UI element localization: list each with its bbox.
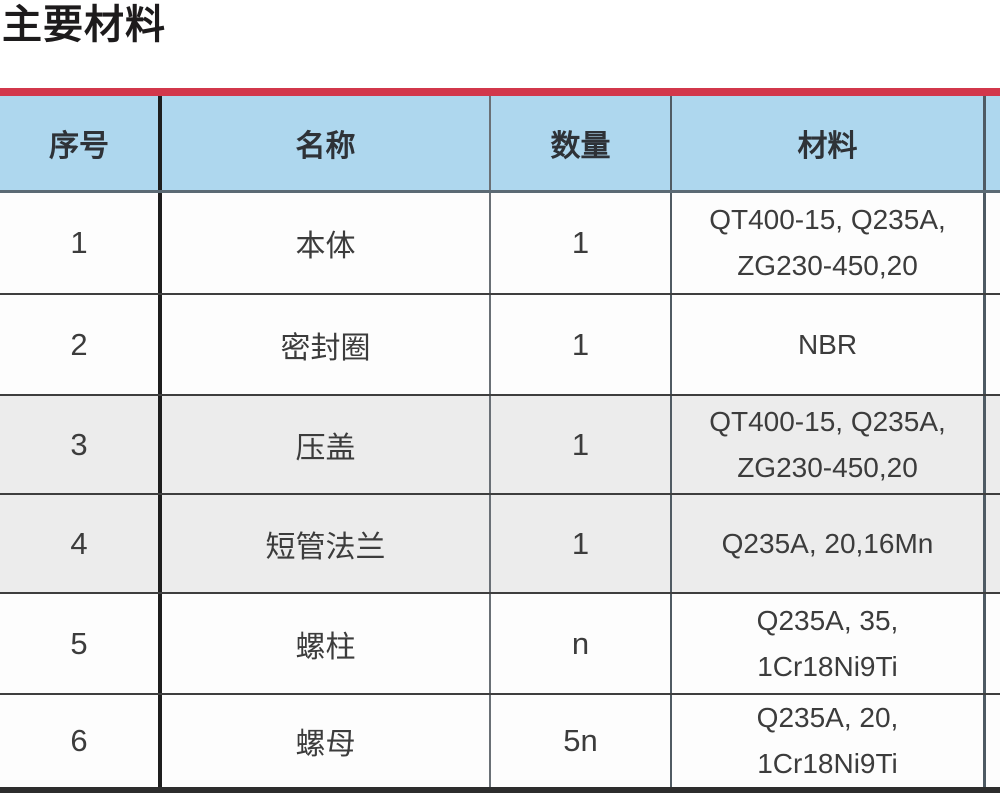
table-row: 3 压盖 1 QT400-15, Q235A, ZG230-450,20 [0,396,1000,495]
cell-material: Q235A, 20, 1Cr18Ni9Ti [672,695,986,787]
cell-name: 压盖 [162,396,491,493]
page-title: 主要材料 [2,3,166,47]
cell-qty: 1 [491,495,672,592]
cell-material: NBR [672,295,986,394]
table-row: 6 螺母 5n Q235A, 20, 1Cr18Ni9Ti [0,695,1000,793]
cropped-column-sliver [986,396,1000,493]
cell-name: 螺柱 [162,594,491,693]
cell-no: 3 [0,396,162,493]
cell-name: 密封圈 [162,295,491,394]
column-header-no: 序号 [0,96,162,190]
cropped-column-sliver [986,695,1000,787]
cropped-column-sliver [986,193,1000,293]
cropped-column-sliver [986,295,1000,394]
table-row: 4 短管法兰 1 Q235A, 20,16Mn [0,495,1000,594]
cell-no: 1 [0,193,162,293]
title-section: 主要材料 [0,0,1000,88]
column-header-qty: 数量 [491,96,672,190]
cell-no: 6 [0,695,162,787]
cell-no: 5 [0,594,162,693]
cell-qty: 1 [491,193,672,293]
cell-no: 2 [0,295,162,394]
cell-qty: 1 [491,396,672,493]
cell-material: QT400-15, Q235A, ZG230-450,20 [672,396,986,493]
accent-rule [0,88,1000,96]
cell-qty: n [491,594,672,693]
cropped-column-sliver [986,594,1000,693]
cell-material: Q235A, 35, 1Cr18Ni9Ti [672,594,986,693]
cell-qty: 1 [491,295,672,394]
cell-material: QT400-15, Q235A, ZG230-450,20 [672,193,986,293]
cell-no: 4 [0,495,162,592]
table-row: 1 本体 1 QT400-15, Q235A, ZG230-450,20 [0,193,1000,295]
cell-material: Q235A, 20,16Mn [672,495,986,592]
materials-table: 序号 名称 数量 材料 1 本体 1 QT400-15, Q235A, ZG23… [0,96,1000,793]
cropped-column-sliver [986,495,1000,592]
cropped-column-sliver [986,96,1000,190]
table-row: 5 螺柱 n Q235A, 35, 1Cr18Ni9Ti [0,594,1000,695]
cell-name: 螺母 [162,695,491,787]
cell-qty: 5n [491,695,672,787]
table-header-row: 序号 名称 数量 材料 [0,96,1000,193]
cell-name: 短管法兰 [162,495,491,592]
table-row: 2 密封圈 1 NBR [0,295,1000,396]
cell-name: 本体 [162,193,491,293]
column-header-material: 材料 [672,96,986,190]
column-header-name: 名称 [162,96,491,190]
